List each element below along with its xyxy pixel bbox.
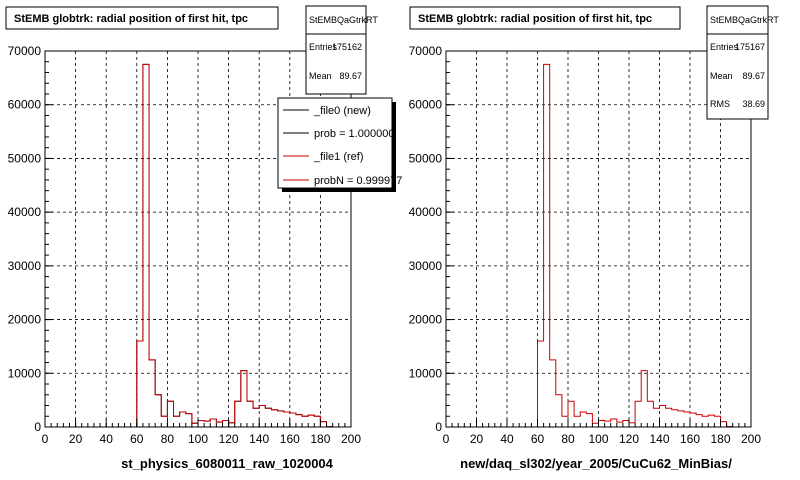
left-ytick-label: 20000 <box>8 313 42 327</box>
right-xtick-label: 80 <box>561 432 575 446</box>
legend-label-file1: _file1 (ref) <box>313 151 364 163</box>
right-panel: StEMB globtrk: radial position of first … <box>409 5 779 471</box>
left-stats-mean-label: Mean <box>309 71 332 81</box>
left-xtick-label: 60 <box>130 432 144 446</box>
right-ytick-label: 30000 <box>409 259 443 273</box>
left-ytick-label: 10000 <box>8 366 42 380</box>
left-xtick-label: 0 <box>42 432 49 446</box>
left-xtick-label: 160 <box>280 432 300 446</box>
right-xtick-label: 20 <box>470 432 484 446</box>
left-xtick-label: 80 <box>161 432 175 446</box>
right-ytick-label: 20000 <box>409 313 443 327</box>
right-xtick-label: 140 <box>649 432 669 446</box>
left-xtick-label: 120 <box>219 432 239 446</box>
right-grid <box>446 50 751 427</box>
right-x-tick-labels: 0 20 40 60 80 100 120 140 160 180 200 <box>443 432 762 446</box>
right-xtick-label: 0 <box>443 432 450 446</box>
right-xtick-label: 180 <box>710 432 730 446</box>
left-title-box: StEMB globtrk: radial position of first … <box>5 6 279 30</box>
right-axis-ticks <box>445 50 752 428</box>
left-x-axis-label: st_physics_6080011_raw_1020004 <box>121 456 334 471</box>
right-ytick-label: 10000 <box>409 366 443 380</box>
right-stats-name: StEMBQaGtrkRT <box>710 15 779 25</box>
right-stats-rms-value: 38.69 <box>742 99 765 109</box>
left-xtick-label: 40 <box>100 432 114 446</box>
right-y-tick-labels: 0 10000 20000 30000 40000 50000 60000 70000 <box>409 44 443 434</box>
left-ytick-label: 50000 <box>8 151 42 165</box>
left-xtick-label: 140 <box>249 432 269 446</box>
legend-label-file0: _file0 (new) <box>313 105 371 117</box>
legend-entry-probn: probN = 0.999977 <box>283 175 402 187</box>
right-ytick-label: 40000 <box>409 205 443 219</box>
left-ytick-label: 70000 <box>8 44 42 58</box>
right-ytick-label: 60000 <box>409 98 443 112</box>
right-ytick-label: 50000 <box>409 151 443 165</box>
left-stats-box: StEMBQaGtrkRT Entries 175162 Mean 89.67 <box>305 5 378 95</box>
legend-entry-file0: _file0 (new) <box>283 105 371 117</box>
right-xtick-label: 40 <box>500 432 514 446</box>
right-x-axis-label: new/daq_sl302/year_2005/CuCu62_MinBias/ <box>460 456 732 471</box>
right-stats-mean-label: Mean <box>710 71 733 81</box>
legend-label-probn: probN = 0.999977 <box>314 175 402 187</box>
right-stats-box: StEMBQaGtrkRT Entries 175167 Mean 89.67 … <box>706 5 779 120</box>
left-stats-name: StEMBQaGtrkRT <box>309 15 378 25</box>
right-xtick-label: 200 <box>741 432 761 446</box>
right-plot-frame <box>445 50 752 428</box>
right-ytick-label: 70000 <box>409 44 443 58</box>
left-ytick-label: 0 <box>34 420 41 434</box>
legend-entry-prob: prob = 1.000000 <box>283 128 394 140</box>
right-stats-entries-value: 175167 <box>735 42 765 52</box>
left-stats-entries-value: 175162 <box>332 42 362 52</box>
left-x-tick-labels: 0 20 40 60 80 100 120 140 160 180 200 <box>42 432 362 446</box>
right-title-box: StEMB globtrk: radial position of first … <box>409 6 681 30</box>
legend-entry-file1: _file1 (ref) <box>283 151 364 163</box>
left-legend: _file0 (new) prob = 1.000000 _file1 (ref… <box>277 97 402 192</box>
left-xtick-label: 200 <box>341 432 361 446</box>
right-chart-title: StEMB globtrk: radial position of first … <box>418 13 652 25</box>
left-ytick-label: 60000 <box>8 98 42 112</box>
right-xtick-label: 160 <box>680 432 700 446</box>
right-xtick-label: 60 <box>531 432 545 446</box>
left-chart-title: StEMB globtrk: radial position of first … <box>14 13 248 25</box>
left-xtick-label: 100 <box>188 432 208 446</box>
legend-label-prob: prob = 1.000000 <box>314 128 394 140</box>
left-ytick-label: 30000 <box>8 259 42 273</box>
left-axis-ticks <box>44 50 352 428</box>
left-stats-entries-label: Entries <box>309 42 338 52</box>
right-xtick-label: 120 <box>619 432 639 446</box>
left-stats-mean-value: 89.67 <box>339 71 362 81</box>
right-stats-rms-label: RMS <box>710 99 730 109</box>
left-ytick-label: 40000 <box>8 205 42 219</box>
right-stats-mean-value: 89.67 <box>742 71 765 81</box>
right-stats-entries-label: Entries <box>710 42 739 52</box>
left-y-tick-labels: 0 10000 20000 30000 40000 50000 60000 70000 <box>8 44 42 434</box>
right-ytick-label: 0 <box>435 420 442 434</box>
right-xtick-label: 100 <box>588 432 608 446</box>
left-xtick-label: 20 <box>69 432 83 446</box>
left-panel: StEMB globtrk: radial position of first … <box>5 5 402 471</box>
left-xtick-label: 180 <box>310 432 330 446</box>
